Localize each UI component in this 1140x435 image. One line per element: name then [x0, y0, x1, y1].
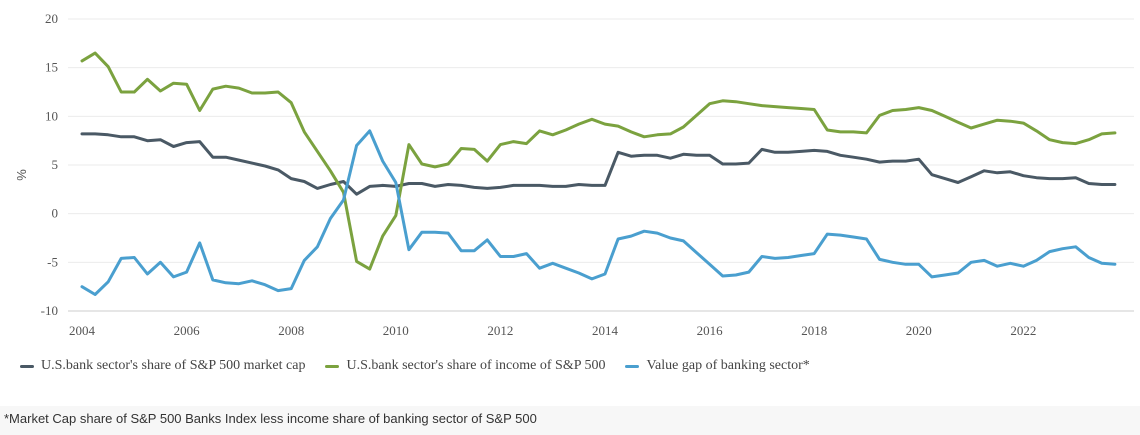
legend-item-value-gap[interactable]: Value gap of banking sector*: [625, 358, 810, 374]
series-line-2: [80, 129, 1117, 296]
x-tick-label: 2022: [1010, 323, 1036, 338]
legend: U.S.bank sector's share of S&P 500 marke…: [20, 358, 830, 374]
gridlines: [68, 18, 1134, 312]
legend-swatch-income-share: [325, 364, 340, 368]
x-tick-label: 2006: [174, 323, 201, 338]
x-tick-label: 2020: [906, 323, 932, 338]
y-tick-label: -10: [41, 303, 58, 318]
x-tick-label: 2008: [278, 323, 304, 338]
series-line-0: [80, 132, 1117, 196]
y-axis-label: %: [14, 169, 29, 181]
x-tick-label: 2004: [69, 323, 96, 338]
legend-label-income-share: U.S.bank sector's share of income of S&P…: [346, 358, 606, 373]
x-tick-label: 2016: [697, 323, 724, 338]
y-tick-label: -5: [47, 254, 58, 269]
legend-label-market-cap: U.S.bank sector's share of S&P 500 marke…: [41, 358, 306, 373]
x-tick-label: 2010: [383, 323, 409, 338]
y-tick-label: 5: [52, 157, 59, 172]
x-tick-label: 2012: [487, 323, 513, 338]
legend-item-income-share[interactable]: U.S.bank sector's share of income of S&P…: [325, 358, 605, 374]
legend-swatch-market-cap: [20, 364, 34, 368]
series-lines: [80, 51, 1117, 296]
footnote: *Market Cap share of S&P 500 Banks Index…: [0, 406, 1140, 435]
legend-swatch-value-gap: [625, 364, 640, 368]
legend-item-market-cap[interactable]: U.S.bank sector's share of S&P 500 marke…: [20, 358, 305, 374]
x-tick-label: 2014: [592, 323, 619, 338]
x-axis-ticks: 2004 2006 2008 2010 2012 2014 2016 2018 2020 2022: [69, 323, 1036, 338]
y-tick-label: 0: [52, 206, 59, 221]
series-line-1: [80, 51, 1117, 271]
y-tick-label: 15: [45, 60, 58, 75]
y-axis-ticks: -10 -5 0 5 10 15 20: [41, 11, 58, 318]
legend-label-value-gap: Value gap of banking sector*: [646, 358, 810, 373]
y-tick-label: 10: [45, 108, 58, 123]
x-tick-label: 2018: [801, 323, 827, 338]
y-tick-label: 20: [45, 11, 58, 26]
